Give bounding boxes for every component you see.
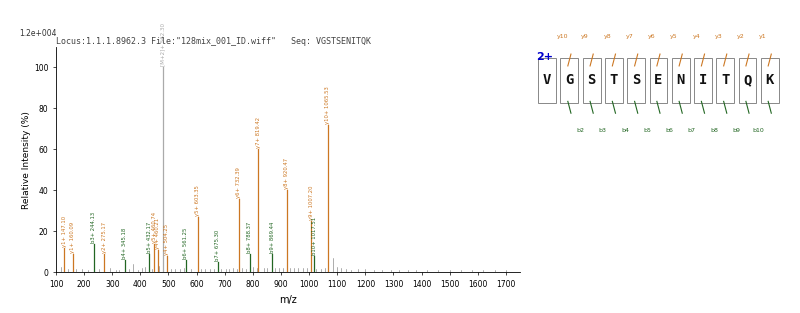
- Text: b9: b9: [732, 128, 740, 133]
- Text: b8: b8: [710, 128, 718, 133]
- FancyBboxPatch shape: [716, 58, 734, 103]
- X-axis label: m/z: m/z: [279, 295, 297, 305]
- Text: y9: y9: [581, 34, 589, 39]
- Text: y3: y3: [714, 34, 722, 39]
- Text: y5: y5: [670, 34, 678, 39]
- Text: y10: y10: [557, 34, 569, 39]
- Text: y6+ 732.39: y6+ 732.39: [236, 167, 242, 198]
- Text: y4+ 504.25: y4+ 504.25: [164, 224, 170, 255]
- Text: b5: b5: [643, 128, 651, 133]
- Text: y2: y2: [737, 34, 745, 39]
- Text: y9+ 1007.20: y9+ 1007.20: [309, 186, 314, 220]
- Text: T: T: [610, 73, 618, 87]
- Text: I: I: [698, 73, 707, 87]
- Text: b3+ 244.13: b3+ 244.13: [91, 212, 96, 243]
- FancyBboxPatch shape: [561, 58, 578, 103]
- FancyBboxPatch shape: [694, 58, 712, 103]
- Text: y7: y7: [626, 34, 634, 39]
- Text: y1: y1: [759, 34, 767, 39]
- Text: b10: b10: [753, 128, 765, 133]
- Text: y1+ 147.10: y1+ 147.10: [62, 216, 67, 247]
- FancyBboxPatch shape: [672, 58, 690, 103]
- Text: Locus:1.1.1.8962.3 File:"128mix_001_ID.wiff"   Seq: VGSTSENITQK: Locus:1.1.1.8962.3 File:"128mix_001_ID.w…: [56, 37, 371, 46]
- Text: T: T: [721, 73, 730, 87]
- Text: y2+ 275.17: y2+ 275.17: [102, 222, 107, 253]
- Text: V: V: [543, 73, 551, 87]
- Text: b4: b4: [621, 128, 629, 133]
- Text: b2: b2: [577, 128, 585, 133]
- Y-axis label: Relative Intensity (%): Relative Intensity (%): [22, 111, 31, 208]
- Text: [M+2]+ 562.30: [M+2]+ 562.30: [160, 23, 165, 66]
- FancyBboxPatch shape: [582, 58, 601, 103]
- Text: y8: y8: [603, 34, 611, 39]
- Text: b9+ 869.44: b9+ 869.44: [270, 222, 275, 253]
- Text: E: E: [654, 73, 662, 87]
- Text: b4+ 345.18: b4+ 345.18: [122, 228, 127, 259]
- Text: y5+ 460.74: y5+ 460.74: [152, 212, 157, 243]
- FancyBboxPatch shape: [605, 58, 623, 103]
- FancyBboxPatch shape: [761, 58, 778, 103]
- Text: b7: b7: [688, 128, 696, 133]
- Text: y5+ 603.35: y5+ 603.35: [195, 185, 200, 216]
- Text: N: N: [677, 73, 685, 87]
- Text: y8+ 920.47: y8+ 920.47: [284, 158, 290, 189]
- Text: G: G: [566, 73, 574, 87]
- Text: b6: b6: [666, 128, 674, 133]
- Text: b5+ 432.17: b5+ 432.17: [147, 222, 152, 253]
- Text: y7+ 819.42: y7+ 819.42: [256, 117, 261, 148]
- Text: y1+ 160.09: y1+ 160.09: [70, 222, 75, 253]
- Text: Q: Q: [743, 73, 752, 87]
- FancyBboxPatch shape: [738, 58, 756, 103]
- Text: y4: y4: [693, 34, 700, 39]
- FancyBboxPatch shape: [627, 58, 645, 103]
- Text: 1.2e+004: 1.2e+004: [19, 29, 56, 38]
- Text: b10+ 1017.51: b10+ 1017.51: [311, 217, 317, 255]
- Text: 2+: 2+: [536, 52, 553, 62]
- Text: b8+ 788.37: b8+ 788.37: [247, 222, 252, 253]
- Text: b6+ 561.25: b6+ 561.25: [183, 228, 188, 259]
- FancyBboxPatch shape: [538, 58, 556, 103]
- Text: b3: b3: [598, 128, 606, 133]
- Text: b7+ 675.30: b7+ 675.30: [215, 230, 220, 261]
- Text: S: S: [632, 73, 640, 87]
- Text: y6: y6: [648, 34, 655, 39]
- Text: K: K: [766, 73, 774, 87]
- Text: S: S: [587, 73, 596, 87]
- FancyBboxPatch shape: [650, 58, 667, 103]
- Text: y10+ 1065.53: y10+ 1065.53: [325, 86, 330, 124]
- Text: y4+ 460.21: y4+ 460.21: [155, 218, 160, 249]
